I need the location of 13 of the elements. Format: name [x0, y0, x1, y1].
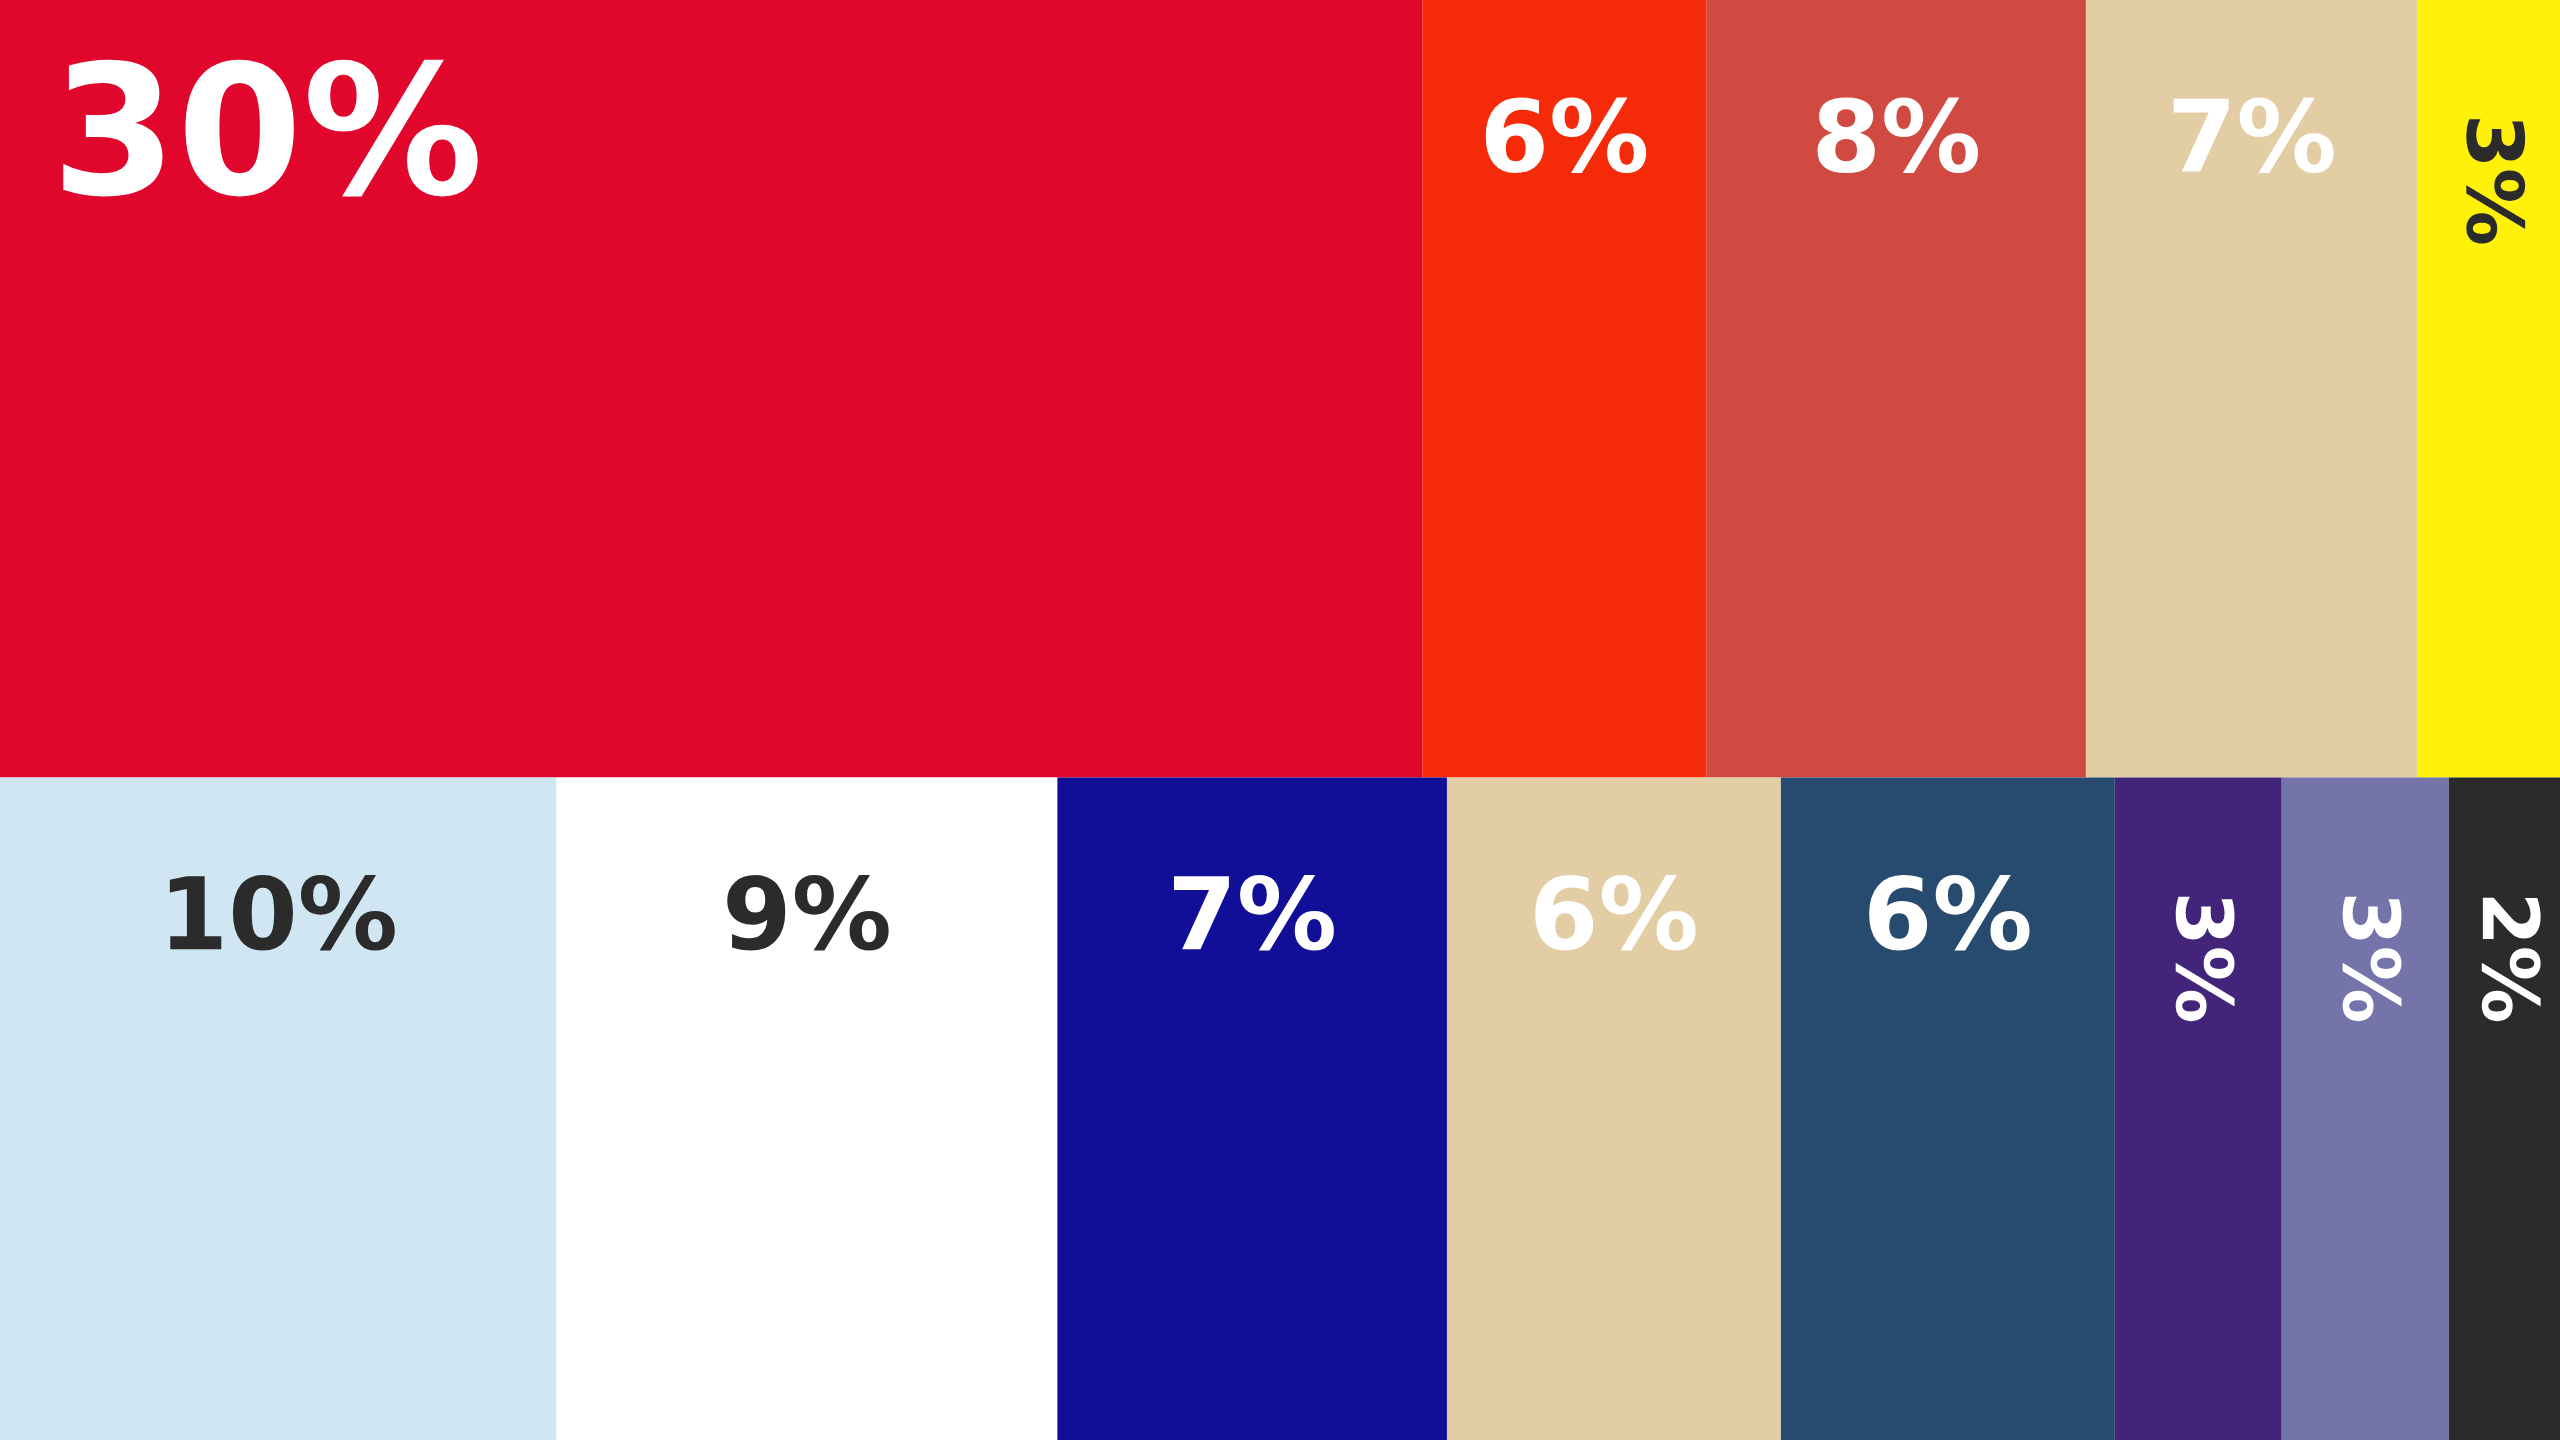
data-label: 7%	[2173, 97, 2334, 174]
data-label: 6%	[1485, 97, 1647, 174]
data-label: 7%	[1173, 874, 1334, 951]
data-label: 3%	[2342, 896, 2402, 1022]
data-label: 30%	[63, 59, 478, 197]
data-label: 6%	[1535, 874, 1696, 951]
data-label: 2%	[2481, 897, 2541, 1022]
data-label: 8%	[1817, 97, 1978, 174]
data-label: 3%	[2466, 119, 2526, 244]
data-label: 3%	[2175, 896, 2235, 1022]
data-label: 10%	[169, 874, 395, 951]
data-label: 6%	[1869, 874, 2030, 951]
data-label: 9%	[727, 874, 889, 951]
